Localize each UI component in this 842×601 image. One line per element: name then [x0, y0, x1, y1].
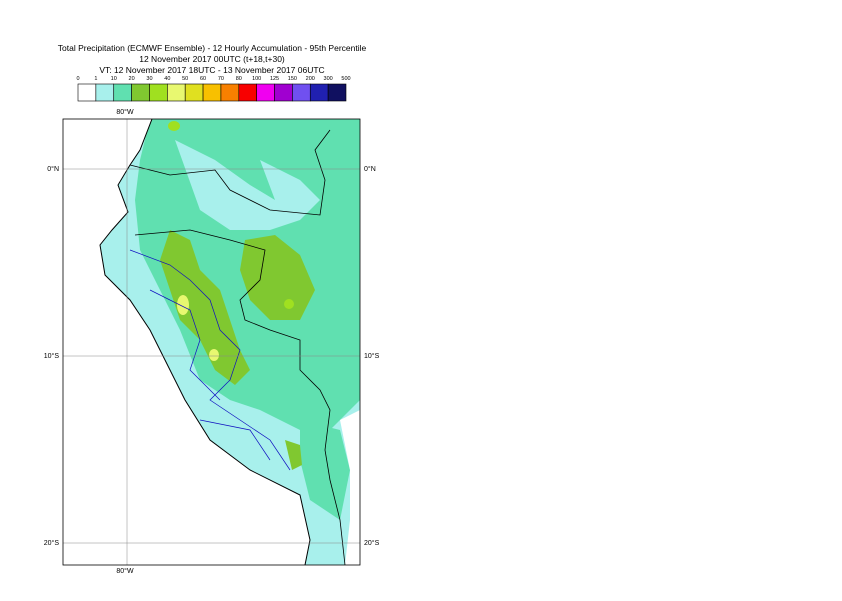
lat-label: 10°S	[44, 352, 60, 360]
legend-swatch	[220, 83, 240, 102]
lat-label: 10°S	[364, 352, 380, 360]
legend-swatch	[327, 83, 347, 102]
legend-swatch	[184, 83, 204, 102]
heavy-rain-area	[240, 235, 315, 320]
legend-swatch	[95, 83, 115, 102]
intense-rain-spot	[168, 121, 180, 131]
lat-label: 0°N	[364, 165, 376, 173]
legend-label: 125	[270, 76, 279, 82]
lat-label: 0°N	[47, 165, 59, 173]
legend: 0 1 10 20 30 40 50 60 70 80 100 125 150 200 300 500	[76, 76, 351, 102]
lat-label: 20°S	[364, 539, 380, 547]
legend-label: 1	[94, 76, 97, 82]
legend-label: 80	[236, 76, 242, 82]
legend-swatch	[167, 83, 186, 102]
heavy-rain-area	[160, 230, 250, 385]
legend-swatch	[149, 83, 168, 102]
legend-swatch	[274, 83, 293, 102]
legend-swatch	[309, 83, 329, 102]
map-frame	[62, 118, 361, 566]
dry-area	[340, 410, 360, 565]
legend-label: 50	[182, 76, 188, 82]
lat-label: 20°S	[44, 539, 60, 547]
map	[63, 119, 360, 565]
legend-swatch	[113, 83, 132, 102]
legend-swatch	[202, 83, 222, 102]
legend-swatch	[292, 83, 311, 102]
legend-label: 10	[111, 76, 117, 82]
region-border	[129, 249, 291, 471]
legend-label: 300	[324, 76, 333, 82]
legend-label: 150	[288, 76, 297, 82]
light-rain-patch	[175, 140, 320, 230]
intense-rain-spot	[284, 299, 294, 309]
legend-label: 70	[218, 76, 224, 82]
legend-label: 200	[306, 76, 315, 82]
base-time: 12 November 2017 00UTC (t+18,t+30)	[139, 54, 285, 64]
legend-label: 100	[252, 76, 261, 82]
lon-label: 80°W	[116, 567, 134, 575]
heavy-rain-area	[285, 440, 302, 470]
ocean	[63, 119, 310, 565]
valid-time: VT: 12 November 2017 18UTC - 13 November…	[99, 65, 324, 75]
legend-label: 60	[200, 76, 206, 82]
legend-label: 40	[164, 76, 170, 82]
legend-swatch	[238, 83, 257, 102]
legend-label: 500	[341, 76, 350, 82]
legend-label: 20	[129, 76, 135, 82]
legend-label: 30	[146, 76, 152, 82]
legend-label: 0	[76, 76, 79, 82]
legend-swatch	[256, 83, 275, 102]
legend-swatch	[131, 83, 150, 102]
country-border	[129, 129, 346, 565]
title: Total Precipitation (ECMWF Ensemble) - 1…	[58, 43, 367, 53]
coastline	[99, 119, 311, 565]
intense-rain-spot	[209, 349, 219, 361]
lon-label: 80°W	[116, 108, 134, 116]
legend-swatch	[77, 83, 97, 102]
intense-rain-spot	[177, 295, 189, 315]
moderate-rain-area	[300, 420, 350, 520]
